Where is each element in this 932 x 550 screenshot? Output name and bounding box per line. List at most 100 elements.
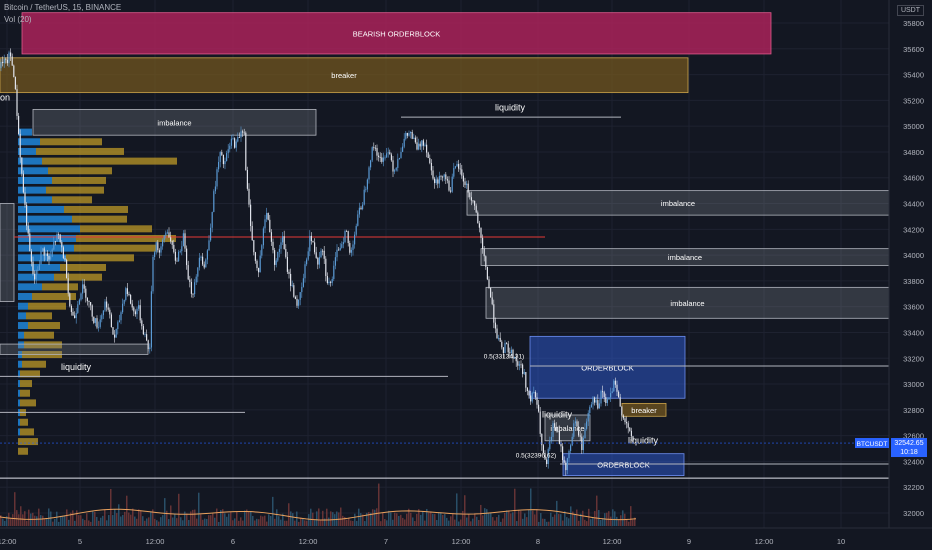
candle-body (606, 399, 608, 403)
candle-body (434, 178, 436, 184)
zone-imbalance (0, 343, 149, 355)
candle-body (45, 253, 47, 256)
candle-body (389, 152, 391, 155)
candle-body (8, 52, 10, 64)
volume-bar (42, 515, 44, 526)
volume-bar (460, 519, 462, 526)
candle-body (277, 251, 279, 261)
volume-bar (210, 515, 212, 526)
volume-bar (186, 513, 188, 526)
candle-body (59, 234, 61, 243)
volume-bar (390, 512, 392, 526)
candle-body (462, 175, 464, 182)
time-tick-label: 5 (78, 537, 82, 546)
volume-profile-bar-blue (18, 302, 28, 310)
volume-bar (352, 521, 354, 526)
time-tick-label: 8 (536, 537, 540, 546)
candle-body (58, 234, 60, 235)
candle-body (610, 393, 612, 398)
volume-profile-bar-gold (24, 331, 54, 339)
candle-body (267, 212, 269, 220)
currency-badge[interactable]: USDT (896, 5, 924, 16)
candle-body (464, 181, 466, 185)
candle-body (78, 299, 80, 305)
zone-imbalance (466, 190, 890, 216)
candle-body (446, 179, 448, 181)
last-price-tag (891, 438, 927, 458)
candle-body (506, 343, 508, 344)
candle-body (40, 250, 42, 265)
candle-body (125, 288, 127, 300)
candle-body (165, 232, 167, 236)
candle-body (234, 138, 236, 148)
candle-body (266, 212, 268, 220)
volume-bar (28, 509, 30, 526)
volume-bar (454, 519, 456, 526)
volume-bar (72, 510, 74, 526)
symbol-header[interactable]: Bitcoin / TetherUS, 15, BINANCE (4, 3, 122, 12)
volume-profile-bar-gold (28, 322, 60, 330)
volume-bar (276, 509, 278, 526)
volume-bar (234, 518, 236, 526)
volume-profile-bar-blue (18, 244, 74, 252)
candle-body (341, 244, 343, 248)
candle-body (578, 426, 580, 436)
volume-bar (396, 513, 398, 526)
candle-body (346, 231, 348, 232)
candle-body (454, 166, 456, 168)
volume-profile-bar-gold (76, 234, 176, 242)
volume-indicator-label[interactable]: Vol (20) (4, 15, 32, 24)
volume-bar (240, 517, 242, 526)
candle-body (195, 276, 197, 283)
volume-bar (314, 520, 316, 526)
volume-bar (98, 520, 100, 526)
volume-bar (634, 517, 636, 526)
candle-body (242, 131, 244, 133)
candle-body (304, 264, 306, 279)
candle-body (22, 173, 24, 193)
zone-label-5: imbalance (670, 299, 704, 308)
candle-body (442, 176, 444, 178)
candle-body (515, 357, 517, 362)
candle-body (402, 146, 404, 152)
volume-bar (440, 512, 442, 526)
candle-body (493, 304, 495, 323)
candle-body (256, 260, 258, 269)
volume-profile-bar-blue (18, 186, 46, 194)
volume-bar (520, 510, 522, 526)
volume-bar (192, 509, 194, 526)
volume-bar (336, 511, 338, 526)
volume-bar (492, 517, 494, 526)
candle-body (146, 334, 148, 341)
volume-bar (118, 504, 120, 526)
candle-body (586, 421, 588, 429)
candle-body (440, 175, 442, 177)
volume-bar (476, 516, 478, 526)
candle-body (629, 427, 631, 431)
candle-body (96, 318, 98, 328)
candle-body (109, 309, 111, 315)
candle-body (579, 435, 581, 437)
candle-body (133, 307, 135, 312)
volume-bar (400, 514, 402, 526)
time-tick-label: 12:00 (755, 537, 774, 546)
volume-profile-bar-gold (42, 283, 78, 291)
candle-body (99, 319, 101, 327)
volume-bar (74, 520, 76, 526)
price-tick-label: 34000 (903, 251, 924, 260)
volume-bar (304, 520, 306, 526)
volume-bar (612, 509, 614, 526)
candle-body (470, 197, 472, 201)
volume-bar (268, 514, 270, 526)
candle-body (339, 247, 341, 251)
volume-bar (204, 518, 206, 526)
levels (0, 116, 889, 479)
volume-bar (316, 511, 318, 526)
candle-body (560, 443, 562, 447)
annotation-1: liquidity (61, 362, 92, 372)
candle-body (134, 311, 136, 315)
volume-bar (44, 518, 46, 526)
volume-bar (148, 517, 150, 526)
volume-bar (2, 518, 4, 526)
